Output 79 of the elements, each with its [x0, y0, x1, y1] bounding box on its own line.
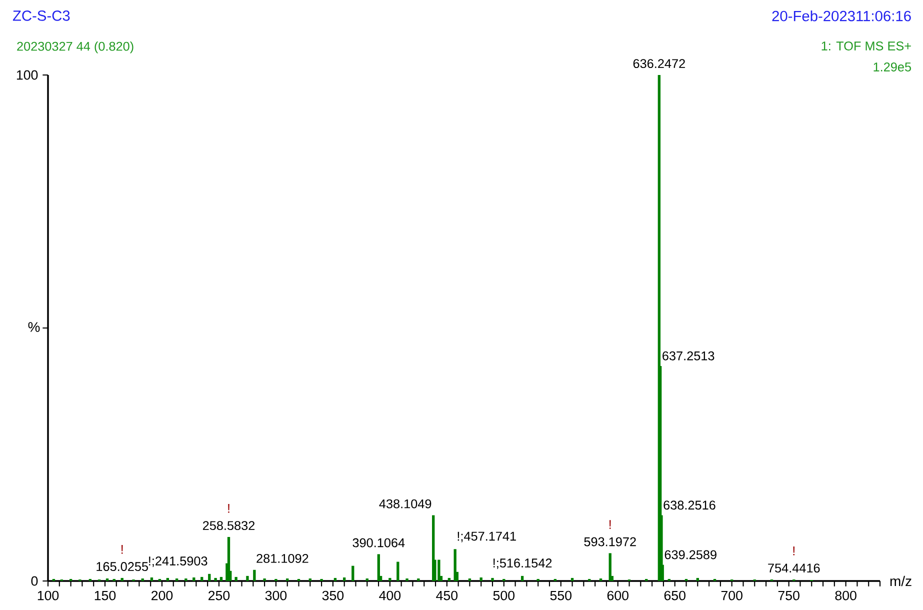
annotation: !;516.1542 [494, 558, 552, 570]
chart-subtitle: 20230327 44 (0.820) [17, 41, 134, 54]
bar [468, 578, 472, 581]
chart-title: ZC-S-C3 [12, 10, 70, 21]
text: 20-Feb-202311:06:16 [772, 10, 911, 22]
x-tick-label: 550 [550, 590, 572, 600]
bar [377, 554, 380, 581]
annotation: 638.2516 [664, 500, 716, 510]
bar [166, 578, 170, 581]
bar [480, 577, 482, 581]
x-tick-label: 350 [322, 590, 344, 600]
x-axis-title: m/z [890, 576, 912, 586]
bar [246, 576, 249, 581]
x-tick-label: 200 [152, 590, 173, 600]
annotation: ! [228, 504, 230, 513]
x-tick-label: 150 [94, 590, 116, 600]
x-tick-label: 800 [835, 590, 856, 600]
bar [234, 576, 238, 581]
bar [388, 578, 392, 581]
x-tick-label: 450 [436, 590, 458, 600]
x-tick-label: 650 [664, 590, 686, 600]
x-tick-label: 500 [493, 590, 514, 600]
x-tick-label: 600 [607, 590, 628, 600]
bar [366, 578, 368, 581]
bar [570, 578, 574, 581]
bar [608, 553, 612, 581]
bar [214, 578, 217, 581]
annotation: ! [610, 520, 611, 529]
annotation: 281.1092 [256, 554, 308, 563]
annotation: 258.5832 [202, 521, 255, 530]
bar [200, 576, 204, 581]
text: 1.29e5 [874, 62, 911, 72]
annotation: 637.2513 [662, 351, 714, 360]
bar [352, 566, 354, 581]
annotation: !;457.1741 [458, 532, 516, 542]
text: 1: TOF MS ES+ [822, 41, 911, 50]
x-tick-label: 750 [778, 590, 800, 600]
bar [491, 578, 494, 581]
bar [220, 576, 223, 581]
bar [253, 570, 256, 581]
annotation: 438.1049 [379, 499, 432, 508]
bar [286, 578, 289, 581]
y-axis-title: % [28, 322, 40, 332]
bar [396, 562, 400, 581]
bar [106, 578, 109, 581]
bar [263, 578, 266, 581]
x-tick-label: 700 [721, 590, 742, 600]
bar [599, 578, 602, 581]
annotation: 754.4416 [768, 564, 820, 573]
bar [438, 560, 440, 581]
x-tick-label: 300 [265, 590, 287, 600]
annotation: 636.2472 [633, 59, 685, 68]
bar [406, 578, 408, 581]
bar [150, 577, 154, 581]
annotation: !;241.5903 [149, 556, 208, 567]
bar [175, 578, 178, 581]
x-tick-label: 400 [379, 590, 401, 600]
annotation: ! [122, 544, 123, 554]
annotation: 165.0255 [96, 562, 148, 572]
bar [184, 578, 188, 581]
bar [141, 578, 144, 581]
annotation: 593.1972 [584, 537, 636, 546]
y-tick-label: 0 [31, 576, 38, 586]
bar [208, 574, 211, 581]
annotation: 390.1064 [352, 538, 405, 548]
annotation: ! [793, 546, 794, 556]
bar [342, 577, 346, 581]
bar [192, 577, 196, 581]
bar [120, 578, 124, 581]
bar [454, 549, 456, 581]
bar [520, 576, 524, 581]
bar [308, 578, 312, 581]
bar [448, 578, 451, 581]
bar [417, 578, 420, 581]
bar [334, 578, 337, 581]
x-tick-label: 250 [208, 590, 230, 600]
annotation: 639.2589 [664, 550, 716, 560]
bar [696, 578, 699, 581]
x-tick-label: 100 [38, 590, 59, 600]
